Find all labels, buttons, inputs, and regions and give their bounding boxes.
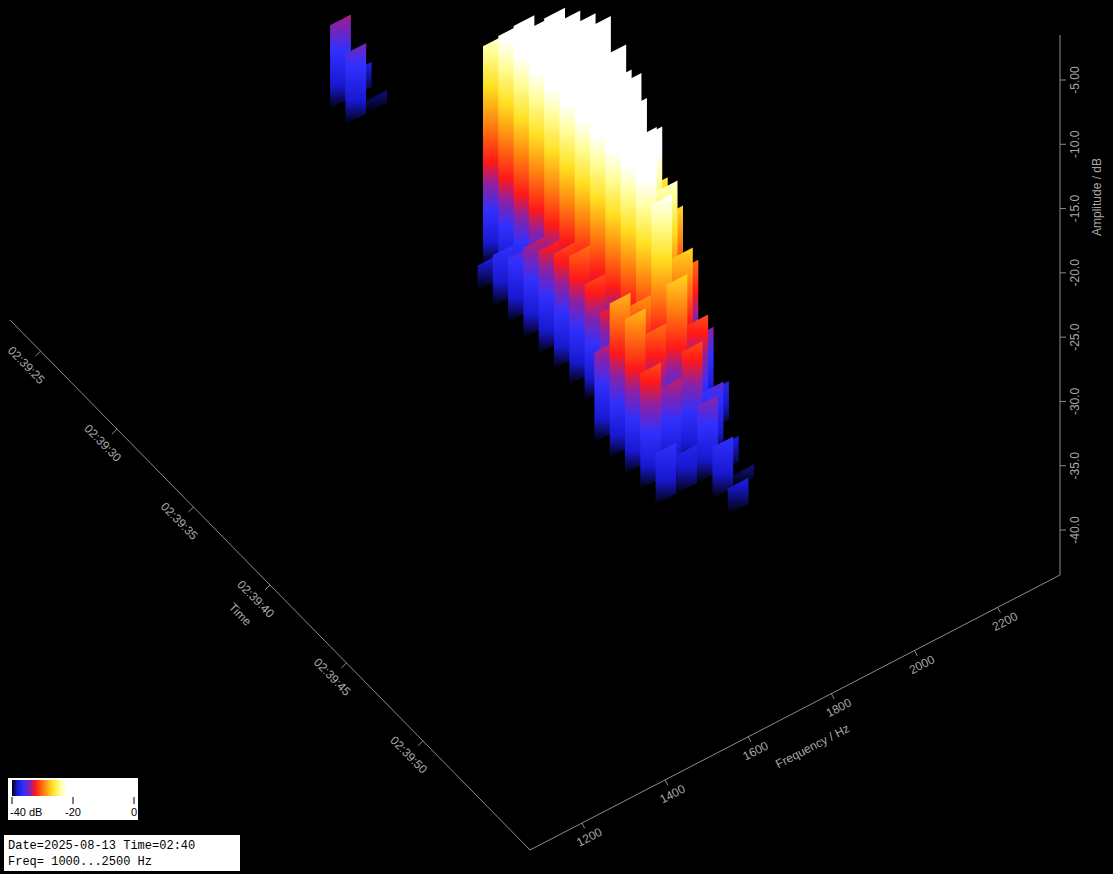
svg-text:1400: 1400	[657, 782, 687, 807]
svg-text:0: 0	[131, 806, 137, 818]
svg-text:1200: 1200	[574, 825, 604, 850]
svg-text:Time: Time	[226, 600, 255, 629]
svg-text:Frequency / Hz: Frequency / Hz	[773, 721, 852, 771]
svg-text:2000: 2000	[907, 652, 937, 677]
svg-text:02:39:35: 02:39:35	[158, 500, 201, 543]
svg-text:-20.0: -20.0	[1068, 259, 1082, 287]
svg-text:-20: -20	[65, 806, 81, 818]
svg-text:Freq= 1000...2500 Hz: Freq= 1000...2500 Hz	[8, 855, 152, 869]
svg-text:-25.0: -25.0	[1068, 323, 1082, 351]
svg-text:1600: 1600	[741, 738, 771, 763]
svg-text:Amplitude / dB: Amplitude / dB	[1090, 158, 1104, 236]
svg-text:Date=2025-08-13 Time=02:40: Date=2025-08-13 Time=02:40	[8, 839, 195, 853]
svg-text:-35.0: -35.0	[1068, 452, 1082, 480]
svg-text:02:39:40: 02:39:40	[234, 577, 278, 621]
svg-text:-10.0: -10.0	[1068, 130, 1082, 158]
svg-text:-40 dB: -40 dB	[10, 806, 42, 818]
svg-text:-40.0: -40.0	[1068, 516, 1082, 544]
svg-text:-5.00: -5.00	[1068, 66, 1082, 94]
svg-text:02:39:45: 02:39:45	[311, 655, 354, 698]
svg-text:1800: 1800	[824, 695, 854, 720]
svg-text:-15.0: -15.0	[1068, 195, 1082, 223]
svg-text:02:39:30: 02:39:30	[81, 422, 124, 465]
svg-text:02:39:25: 02:39:25	[5, 344, 48, 387]
svg-text:02:39:50: 02:39:50	[387, 733, 430, 776]
svg-text:-30.0: -30.0	[1068, 387, 1082, 415]
svg-text:2200: 2200	[990, 609, 1020, 634]
